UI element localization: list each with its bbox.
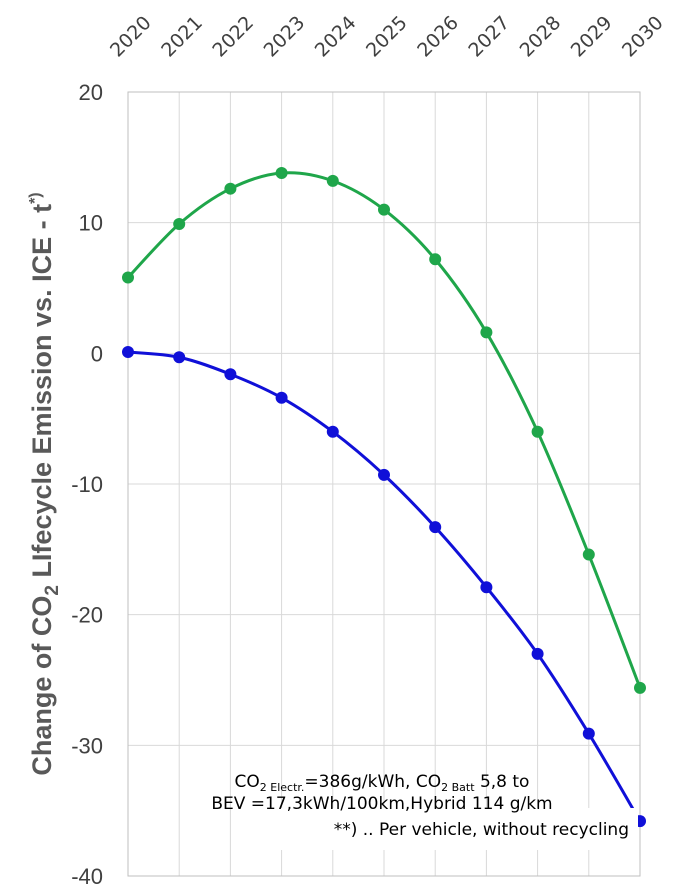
x-tick-label: 2021	[157, 12, 207, 62]
data-point	[429, 521, 442, 534]
plot-area	[127, 91, 641, 877]
data-point	[480, 581, 493, 594]
x-tick-label: 2022	[208, 12, 258, 62]
y-tick-label: -40	[71, 864, 103, 889]
footnote-box	[238, 808, 638, 850]
x-tick-labels: 2020 2021 2022 2023 2024 2025 2026 2027 2028 2029…	[106, 12, 668, 62]
data-point	[480, 326, 493, 339]
data-point	[173, 351, 186, 364]
y-tick-label: 20	[79, 80, 103, 105]
x-tick-label: 2025	[362, 12, 412, 62]
annotation-line-1: CO2 Electr.=386g/kWh, CO2 Batt 5,8 to	[235, 772, 530, 794]
y-tick-label: -30	[71, 733, 103, 758]
y-tick-label: -20	[71, 603, 103, 628]
data-point	[122, 271, 134, 284]
x-tick-label: 2028	[516, 12, 566, 62]
data-point	[326, 425, 339, 438]
data-point	[531, 647, 544, 660]
data-point	[275, 167, 288, 180]
data-point	[173, 217, 186, 230]
y-tick-label: 10	[79, 211, 103, 236]
y-tick-label: -10	[71, 472, 103, 497]
data-point	[224, 182, 237, 195]
data-point	[326, 174, 339, 187]
data-point	[582, 727, 595, 740]
data-point	[122, 346, 134, 359]
x-tick-label: 2026	[413, 12, 463, 62]
series-line-1	[126, 171, 642, 689]
footnote-text: **) .. Per vehicle, without recycling	[334, 820, 629, 840]
data-point	[275, 391, 288, 404]
y-tick-label: 0	[91, 341, 103, 366]
y-tick-labels: -40 -30 -20 -10 0 10 20	[71, 80, 103, 889]
x-tick-label: 2020	[106, 12, 156, 62]
series-group	[122, 167, 646, 828]
data-point	[531, 425, 544, 438]
data-point	[224, 368, 237, 381]
annotation-line-2: BEV =17,3kWh/100km,Hybrid 114 g/km	[211, 794, 552, 814]
x-tick-label: 2027	[464, 12, 514, 62]
y-axis-label: Change of CO2 LIfecycle Emission vs. ICE…	[27, 192, 63, 775]
x-tick-label: 2023	[260, 12, 310, 62]
x-tick-label: 2030	[618, 12, 668, 62]
data-point	[429, 253, 442, 266]
data-point	[378, 468, 390, 481]
data-point	[378, 203, 390, 216]
data-point	[634, 681, 646, 694]
data-point	[582, 548, 595, 561]
x-tick-label: 2029	[567, 12, 617, 62]
x-tick-label: 2024	[311, 12, 361, 62]
